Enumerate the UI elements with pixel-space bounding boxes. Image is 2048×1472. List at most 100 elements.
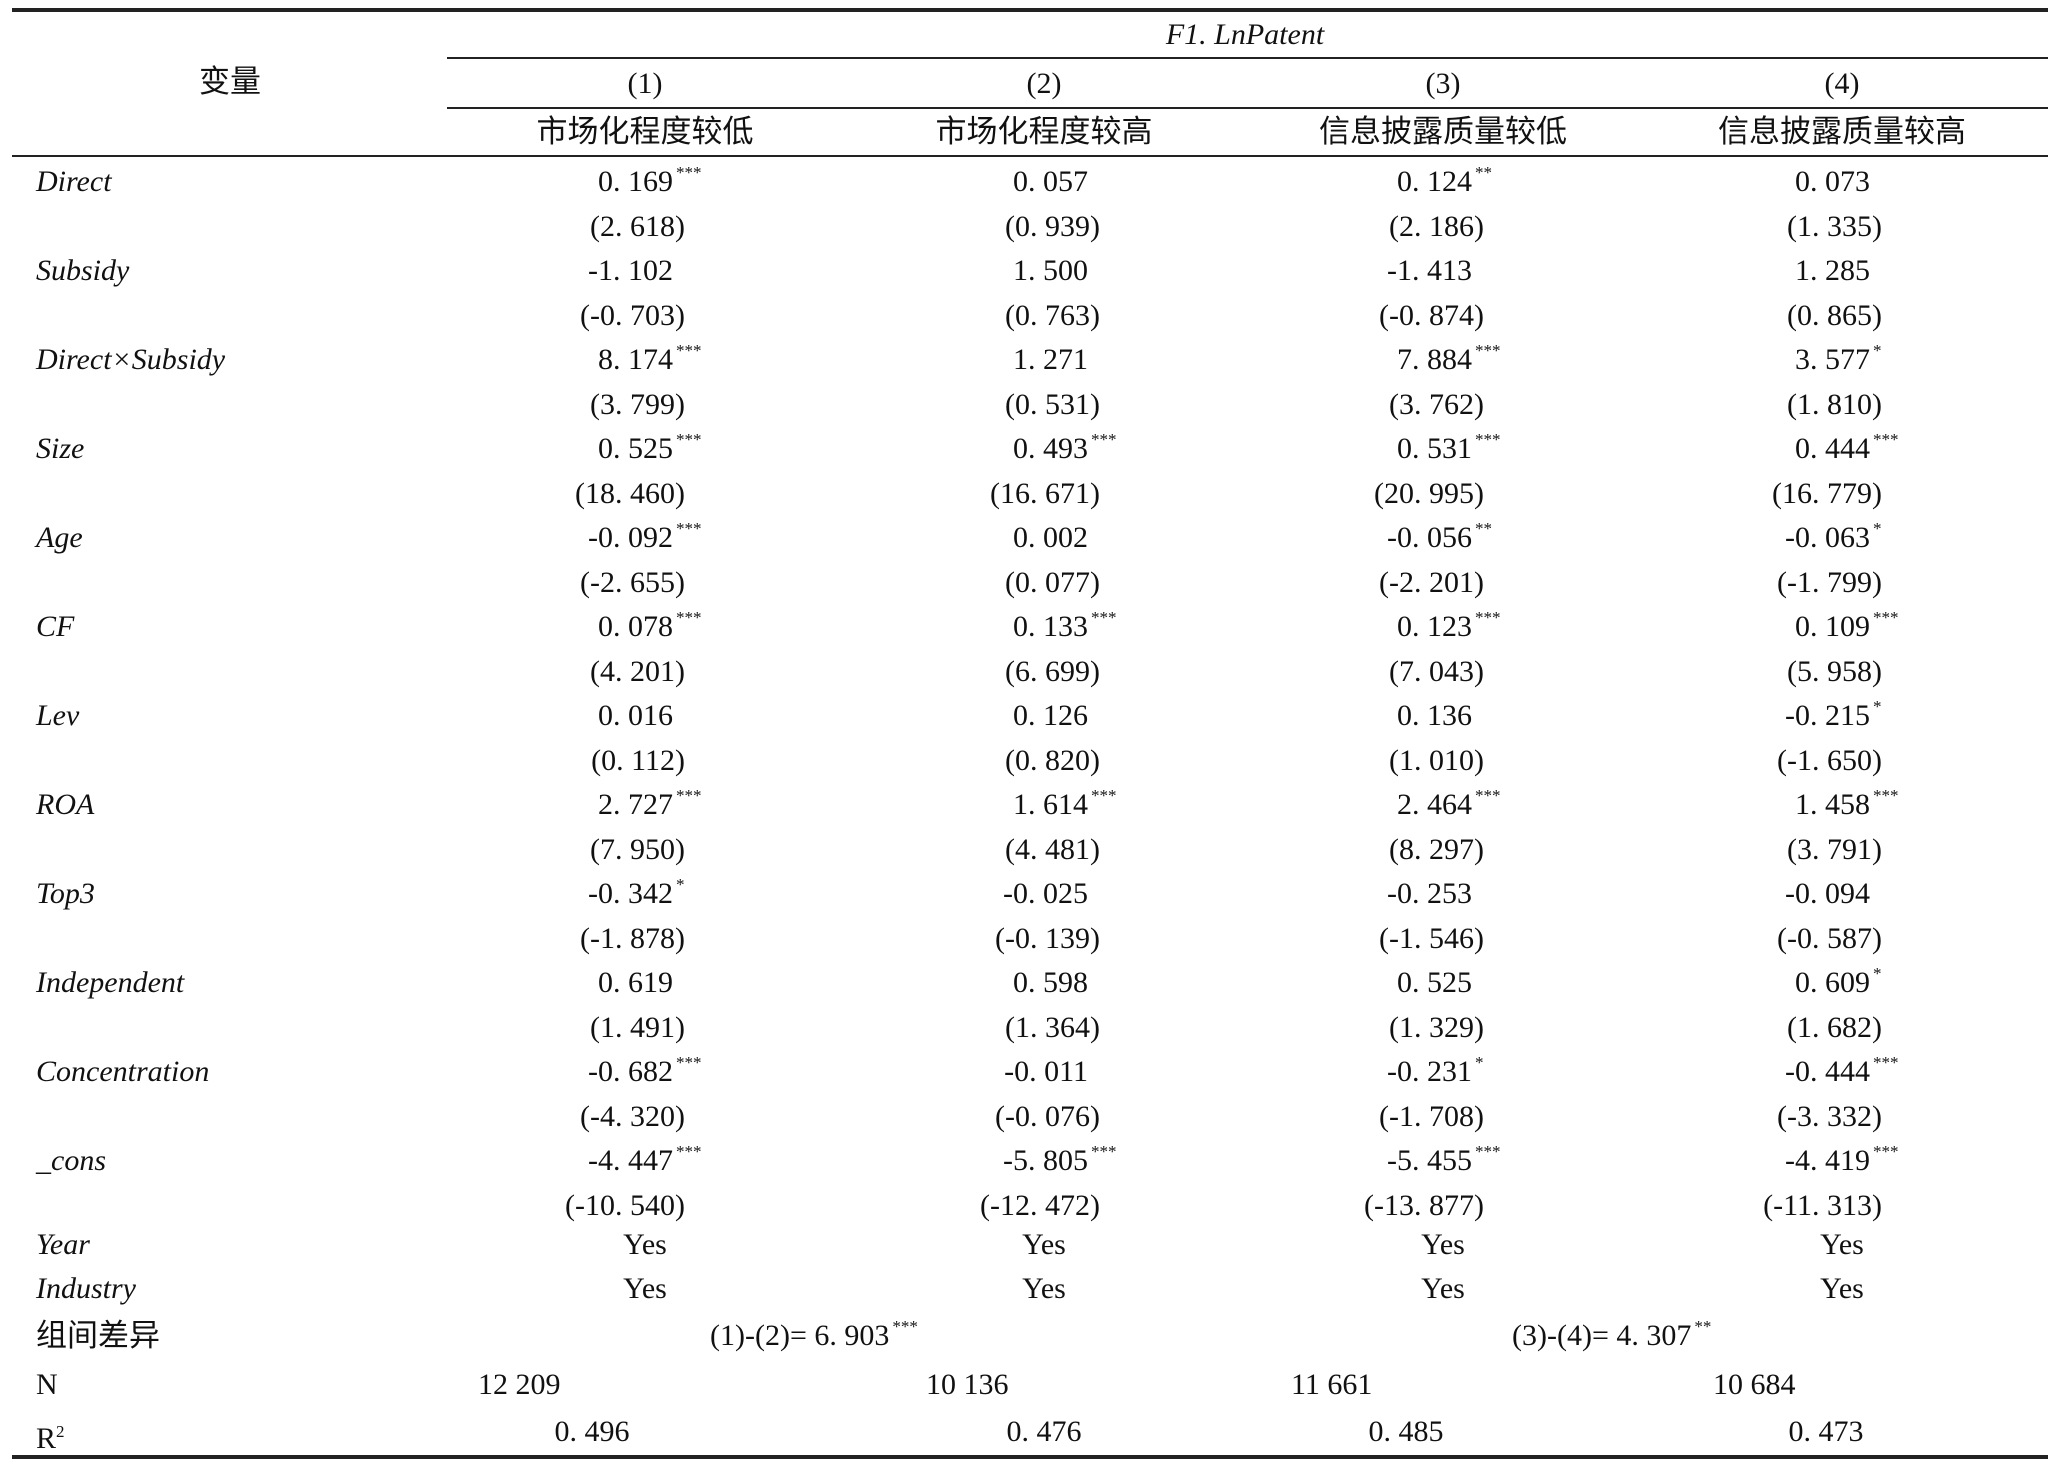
row-label: Top3 — [36, 877, 95, 910]
t-stat-cell: (-0. 076) — [995, 1099, 1100, 1133]
significance-stars: * — [1873, 519, 1882, 538]
significance-stars: *** — [676, 163, 702, 182]
coef-value: 8. 174 — [598, 343, 673, 376]
coef-cell: 0. 057 — [1013, 164, 1088, 200]
t-stat-cell: (8. 297) — [1389, 832, 1484, 866]
t-stat-cell: (-1. 799) — [1777, 565, 1882, 599]
group-diff-left-value: (1)-(2)= 6. 903 — [710, 1319, 890, 1352]
dependent-variable-header: F1. LnPatent — [1165, 18, 1325, 51]
depvar-underline — [447, 57, 2048, 59]
coef-cell: -0. 011 — [1004, 1054, 1088, 1090]
coef-value: -0. 092 — [588, 521, 673, 554]
column-number-4: (4) — [1824, 67, 1860, 100]
coef-cell: -0. 025 — [1003, 876, 1088, 912]
t-stat-cell: (1. 364) — [1005, 1010, 1100, 1044]
t-stat-cell: (0. 531) — [1005, 387, 1100, 421]
t-stat-cell: (2. 618) — [590, 209, 685, 243]
coef-value: 0. 124 — [1397, 165, 1472, 198]
coef-cell: -5. 455 *** — [1387, 1143, 1501, 1179]
coef-value: -4. 447 — [588, 1144, 673, 1177]
coef-cell: 0. 609 * — [1795, 965, 1882, 1001]
significance-stars: * — [676, 875, 685, 894]
significance-stars: *** — [676, 1053, 702, 1072]
t-stat-cell: (3. 799) — [590, 387, 685, 421]
t-stat-cell: (-0. 139) — [995, 921, 1100, 955]
r2-col2: 0. 476 — [1006, 1415, 1082, 1448]
coef-cell: -1. 102 — [588, 253, 673, 289]
coef-cell: -0. 231 * — [1387, 1054, 1484, 1090]
t-stat-cell: (1. 010) — [1389, 743, 1484, 777]
coef-value: 0. 598 — [1013, 966, 1088, 999]
coef-value: 0. 002 — [1013, 521, 1088, 554]
significance-stars: ** — [1475, 519, 1492, 538]
coef-value: -1. 102 — [588, 254, 673, 287]
coef-value: 1. 458 — [1795, 788, 1870, 821]
row-label: Concentration — [36, 1055, 210, 1088]
coef-value: 0. 493 — [1013, 432, 1088, 465]
coef-value: 7. 884 — [1397, 343, 1472, 376]
significance-stars: * — [1873, 697, 1882, 716]
fe-label-industry: Industry — [36, 1272, 136, 1305]
t-stat-cell: (-0. 703) — [580, 298, 685, 332]
r2-col4: 0. 473 — [1788, 1415, 1864, 1448]
coef-value: -0. 063 — [1785, 521, 1870, 554]
coef-value: 0. 525 — [1397, 966, 1472, 999]
t-stat-cell: (0. 865) — [1787, 298, 1882, 332]
n-col1: 12 209 — [478, 1368, 561, 1401]
significance-stars: *** — [1873, 786, 1899, 805]
coef-value: 1. 271 — [1013, 343, 1088, 376]
row-label: Direct×Subsidy — [36, 343, 226, 376]
significance-stars: *** — [1475, 1142, 1501, 1161]
t-stat-cell: (1. 682) — [1787, 1010, 1882, 1044]
t-stat-cell: (1. 491) — [590, 1010, 685, 1044]
significance-stars: *** — [1475, 608, 1501, 627]
t-stat-cell: (-0. 587) — [1777, 921, 1882, 955]
t-stat-cell: (-2. 655) — [580, 565, 685, 599]
row-label: ROA — [36, 788, 95, 821]
coef-cell: 0. 078 *** — [598, 609, 702, 645]
n-col4: 10 684 — [1713, 1368, 1796, 1401]
group-diff-right: (3)-(4)= 4. 307 ** — [1512, 1318, 1711, 1354]
coef-value: 0. 169 — [598, 165, 673, 198]
row-label: Size — [36, 432, 85, 465]
significance-stars: *** — [1873, 1053, 1899, 1072]
row-label: Lev — [36, 699, 80, 732]
significance-stars: ** — [1475, 163, 1492, 182]
significance-stars: * — [1475, 1053, 1484, 1072]
fe-industry-col3: Yes — [1421, 1272, 1465, 1305]
column-number-1: (1) — [627, 67, 663, 100]
column-number-3: (3) — [1425, 67, 1461, 100]
significance-stars: *** — [676, 430, 702, 449]
t-stat-cell: (4. 481) — [1005, 832, 1100, 866]
t-stat-cell: (0. 077) — [1005, 565, 1100, 599]
fe-year-col1: Yes — [623, 1228, 667, 1261]
coef-cell: 0. 531 *** — [1397, 431, 1501, 467]
coef-cell: 1. 458 *** — [1795, 787, 1899, 823]
coef-value: 0. 531 — [1397, 432, 1472, 465]
coef-value: 1. 614 — [1013, 788, 1088, 821]
coef-value: -5. 805 — [1003, 1144, 1088, 1177]
coef-cell: -0. 682 *** — [588, 1054, 702, 1090]
t-stat-cell: (7. 043) — [1389, 654, 1484, 688]
row-label: Direct — [36, 165, 112, 198]
coef-cell: -0. 094 — [1785, 876, 1870, 912]
t-stat-cell: (1. 810) — [1787, 387, 1882, 421]
coef-cell: -4. 419 *** — [1785, 1143, 1899, 1179]
fe-industry-col1: Yes — [623, 1272, 667, 1305]
coef-value: 0. 123 — [1397, 610, 1472, 643]
row-label: _cons — [36, 1144, 106, 1177]
significance-stars: * — [1873, 341, 1882, 360]
coef-cell: 7. 884 *** — [1397, 342, 1501, 378]
coef-value: 0. 133 — [1013, 610, 1088, 643]
significance-stars: *** — [676, 519, 702, 538]
coef-cell: 0. 493 *** — [1013, 431, 1117, 467]
row-label: Subsidy — [36, 254, 130, 287]
r2-col1: 0. 496 — [554, 1415, 630, 1448]
t-stat-cell: (-0. 874) — [1379, 298, 1484, 332]
t-stat-cell: (4. 201) — [590, 654, 685, 688]
coef-value: 2. 727 — [598, 788, 673, 821]
t-stat-cell: (-3. 332) — [1777, 1099, 1882, 1133]
fe-year-col2: Yes — [1022, 1228, 1066, 1261]
r2-col3: 0. 485 — [1368, 1415, 1444, 1448]
coef-value: 0. 619 — [598, 966, 673, 999]
